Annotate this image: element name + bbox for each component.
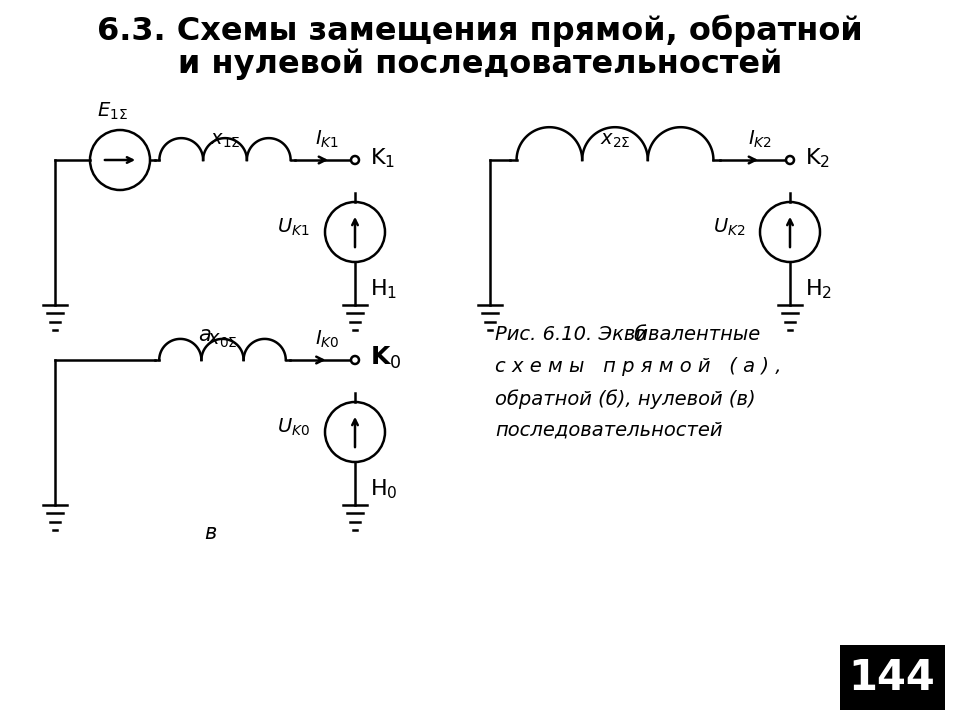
Text: $I_{K2}$: $I_{K2}$ [748,129,772,150]
Text: $\mathrm{K}_2$: $\mathrm{K}_2$ [805,146,830,170]
Circle shape [351,156,359,164]
Text: $I_{K1}$: $I_{K1}$ [315,129,339,150]
Circle shape [786,156,794,164]
Text: $\mathrm{H}_0$: $\mathrm{H}_0$ [370,477,397,501]
Text: а: а [199,325,211,345]
Text: с х е м ы   п р я м о й   ( а ) ,: с х е м ы п р я м о й ( а ) , [495,357,781,376]
Text: и нулевой последовательностей: и нулевой последовательностей [178,48,782,79]
Text: Рис. 6.10. Эквивалентные: Рис. 6.10. Эквивалентные [495,325,760,344]
Text: 144: 144 [849,657,935,699]
Text: в: в [204,523,216,543]
Text: $\mathrm{H}_1$: $\mathrm{H}_1$ [370,277,397,301]
Circle shape [351,356,359,364]
Text: 6.3. Схемы замещения прямой, обратной: 6.3. Схемы замещения прямой, обратной [97,15,863,48]
Text: $\mathbf{K}_0$: $\mathbf{K}_0$ [370,345,401,371]
Text: $x_{0\Sigma}$: $x_{0\Sigma}$ [207,331,238,350]
Text: $x_{2\Sigma}$: $x_{2\Sigma}$ [600,131,630,150]
Text: $E_{1\Sigma}$: $E_{1\Sigma}$ [97,101,128,122]
FancyBboxPatch shape [840,645,945,710]
Text: $\mathrm{H}_2$: $\mathrm{H}_2$ [805,277,832,301]
Text: $U_{K1}$: $U_{K1}$ [277,216,310,238]
Text: $\mathrm{K}_1$: $\mathrm{K}_1$ [370,146,396,170]
Text: последовательностей: последовательностей [495,421,723,440]
Text: б: б [634,325,646,345]
Text: $U_{K0}$: $U_{K0}$ [277,416,310,438]
Text: обратной (б), нулевой (в): обратной (б), нулевой (в) [495,389,756,409]
Text: $I_{K0}$: $I_{K0}$ [315,329,339,350]
Text: $x_{1\Sigma}$: $x_{1\Sigma}$ [210,131,240,150]
Text: $U_{K2}$: $U_{K2}$ [712,216,745,238]
